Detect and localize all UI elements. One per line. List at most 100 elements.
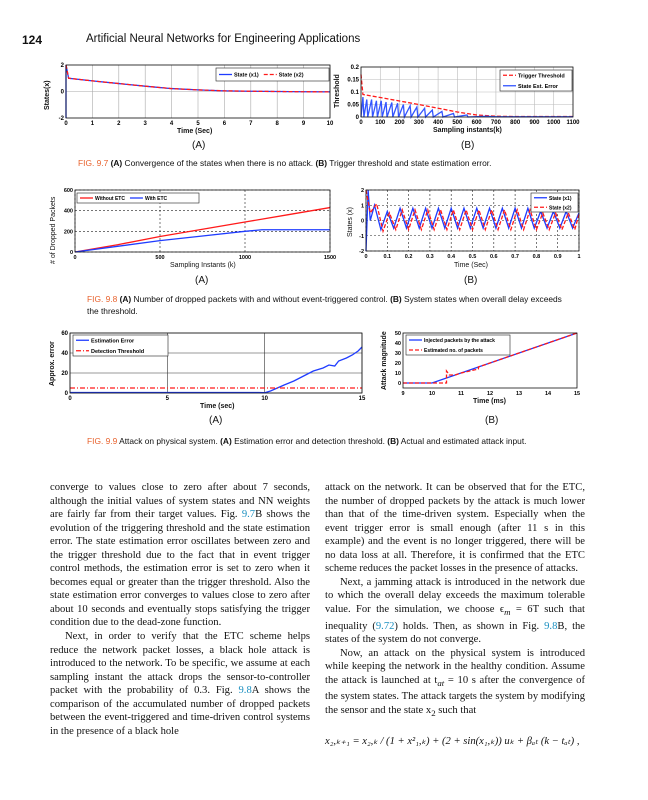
x-tick-label: 600 xyxy=(472,120,483,126)
plot-frame xyxy=(365,189,580,252)
text: A shows the comparison of the accumulate… xyxy=(50,685,310,737)
legend-label: Injected packets by the attack xyxy=(424,338,495,344)
caption-panel-b: (B) xyxy=(315,158,328,168)
fig97a-ylabel: States(x) xyxy=(44,80,51,110)
plot-frame xyxy=(74,189,331,253)
x-tick-label: 14 xyxy=(545,391,552,397)
fig97-panel-a: (A) xyxy=(192,140,206,151)
legend-label: State (x2) xyxy=(279,73,304,79)
x-tick-label: 10 xyxy=(327,121,334,127)
x-tick-label: 1000 xyxy=(239,255,251,261)
x-tick-label: 0.5 xyxy=(469,254,477,260)
text: B, the states of the system do not conve… xyxy=(325,620,586,646)
x-tick-label: 0.8 xyxy=(533,254,541,260)
x-tick-label: 0 xyxy=(68,396,72,402)
legend-label: State (x2) xyxy=(549,205,572,211)
caption-panel-b: (B) xyxy=(387,436,399,446)
y-tick-label: 40 xyxy=(395,341,401,347)
legend-box xyxy=(405,334,511,356)
figure-link[interactable]: 9.8 xyxy=(238,685,252,697)
caption-panel-a: (A) xyxy=(110,158,123,168)
y-tick-label: 60 xyxy=(61,331,68,337)
fig99-panel-a: (A) xyxy=(209,415,223,426)
equation-link[interactable]: 9.72 xyxy=(375,620,395,632)
fig99-label: FIG. 9.9 xyxy=(87,436,118,446)
caption-text-b: Actual and estimated attack input. xyxy=(398,436,527,446)
y-tick-label: 0.2 xyxy=(351,65,360,71)
legend-label: With ETC xyxy=(145,196,168,202)
fig98-label: FIG. 9.8 xyxy=(87,294,118,304)
fig98a-ylabel: # of Dropped Packets xyxy=(50,196,57,264)
chart-4: 0 5 10 15 0 20 40 60 Estimation Error Detection T… xyxy=(61,331,366,402)
legend-label: State (x1) xyxy=(549,196,572,202)
fig97-caption: FIG. 9.7 (A) Convergence of the states w… xyxy=(78,157,558,169)
y-tick-label: 2 xyxy=(361,188,364,194)
text: Next, in order to verify that the ETC sc… xyxy=(50,631,310,697)
x-tick-label: 1100 xyxy=(566,120,580,126)
body-column-right: attack on the network. It can be observe… xyxy=(325,481,585,748)
y-tick-label: 40 xyxy=(61,351,68,357)
page-number: 124 xyxy=(22,33,43,47)
fig97b-xlabel: Sampling instants(k) xyxy=(433,127,502,134)
text: attack on the network. It can be observe… xyxy=(325,482,585,575)
y-tick-label: 30 xyxy=(395,351,401,357)
y-tick-label: 20 xyxy=(61,371,68,377)
series-line-0 xyxy=(70,346,363,394)
y-tick-label: 0 xyxy=(398,381,401,387)
y-tick-label: 1 xyxy=(361,203,364,209)
fig98-panel-b: (B) xyxy=(464,275,478,286)
fig99b-xlabel: Time (ms) xyxy=(473,398,506,405)
x-tick-label: 10 xyxy=(429,391,435,397)
x-tick-label: 0 xyxy=(64,121,68,127)
legend-box xyxy=(499,69,573,92)
equation: x₂,ₖ₊₁ = x₂,ₖ / (1 + x²₁,ₖ) + (2 + sin(x… xyxy=(325,735,580,747)
fig97a-xlabel: Time (Sec) xyxy=(177,128,213,135)
chart-2: 0 500 1000 1500 0 200 400 600 Without ETC With ET… xyxy=(64,188,336,261)
x-tick-label: 7 xyxy=(249,121,253,127)
text: Next, a jamming attack is introduced in … xyxy=(325,576,585,615)
caption-text-a: Estimation error and detection threshold… xyxy=(231,436,388,446)
caption-panel-a: (A) xyxy=(119,294,132,304)
y-tick-label: 50 xyxy=(395,331,401,337)
x-tick-label: 0 xyxy=(364,254,367,260)
text: such that xyxy=(435,704,477,716)
series-line-1 xyxy=(74,229,330,253)
legend-label: Trigger Threshold xyxy=(518,73,565,79)
paragraph: Next, in order to verify that the ETC sc… xyxy=(50,630,310,738)
fig99a-xlabel: Time (sec) xyxy=(200,403,235,410)
x-tick-label: 8 xyxy=(276,121,280,127)
text: converge to values close to zero after a… xyxy=(50,482,310,521)
y-tick-label: 0 xyxy=(61,90,65,96)
figure-link[interactable]: 9.8 xyxy=(544,620,558,632)
x-tick-label: 100 xyxy=(375,120,386,126)
paragraph: Now, an attack on the physical system is… xyxy=(325,647,585,721)
x-tick-label: 0.1 xyxy=(383,254,391,260)
y-tick-label: 0.15 xyxy=(347,78,359,84)
fig97-panel-b: (B) xyxy=(461,140,475,151)
legend-label: Detection Threshold xyxy=(91,349,144,355)
x-tick-label: 0.6 xyxy=(490,254,498,260)
running-title: Artificial Neural Networks for Engineeri… xyxy=(86,33,361,45)
legend-box xyxy=(72,334,169,357)
y-tick-label: -1 xyxy=(359,234,364,240)
figure-link[interactable]: 9.7 xyxy=(241,509,256,521)
y-tick-label: -2 xyxy=(359,249,364,255)
x-tick-label: 0.9 xyxy=(554,254,562,260)
legend-label: Estimation Error xyxy=(91,338,135,344)
chart-3: 0 0.1 0.2 0.3 0.4 0.5 0.6 0.7 0.8 0.9 1 -2 -1 0 1 2 Stat… xyxy=(359,188,580,260)
x-tick-label: 5 xyxy=(196,121,200,127)
fig98b-ylabel: States (x) xyxy=(347,207,354,237)
paragraph: attack on the network. It can be observe… xyxy=(325,481,585,576)
fig99-panel-b: (B) xyxy=(485,415,499,426)
x-tick-label: 1 xyxy=(577,254,580,260)
plot-frame xyxy=(69,332,363,394)
fig99-caption: FIG. 9.9 Attack on physical system. (A) … xyxy=(87,435,567,447)
y-tick-label: 0 xyxy=(356,115,360,121)
caption-text-b: System states when overall delay exceeds… xyxy=(87,294,562,316)
y-tick-label: 0 xyxy=(65,391,69,397)
y-tick-label: 200 xyxy=(64,229,73,235)
text: B shows the evolution of the triggering … xyxy=(50,509,310,629)
x-tick-label: 1500 xyxy=(324,255,336,261)
fig98-panel-a: (A) xyxy=(195,275,209,286)
